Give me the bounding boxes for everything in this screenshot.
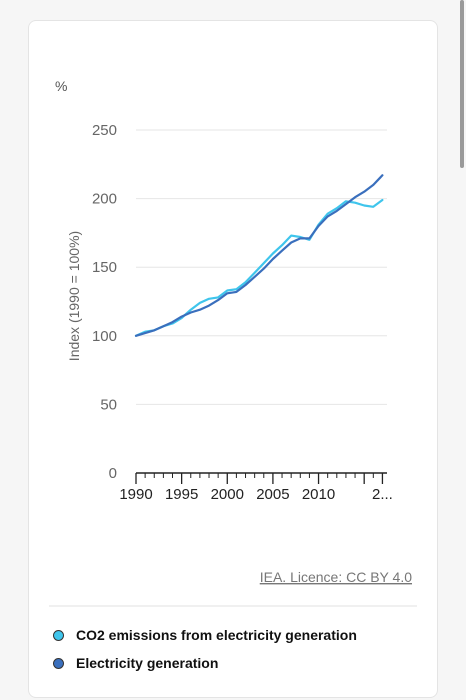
unit-label: % (55, 78, 67, 94)
series-lines (134, 174, 384, 337)
x-tick-label: 2005 (256, 486, 289, 503)
chart-card: 0 50 100 150 200 250 1990 1995 2000 2005 2010 2...… (28, 20, 438, 698)
x-tick-label: 2... (372, 486, 393, 503)
series-line-co2-emissions[interactable] (134, 198, 384, 337)
legend: CO2 emissions from electricity generatio… (29, 621, 437, 677)
legend-item-co2-emissions[interactable]: CO2 emissions from electricity generatio… (29, 621, 437, 649)
y-tick-label: 150 (92, 259, 117, 276)
legend-swatch (53, 657, 64, 669)
y-tick-label: 200 (92, 191, 117, 208)
series-line-electricity-generation[interactable] (134, 174, 384, 337)
x-tick-label: 1990 (119, 486, 152, 503)
legend-item-electricity-generation[interactable]: Electricity generation (29, 649, 437, 677)
source-link[interactable]: IEA. Licence: CC BY 4.0 (260, 569, 412, 585)
x-tick-label: 1995 (165, 486, 198, 503)
x-tick-label: 2010 (302, 486, 335, 503)
scrollbar[interactable] (460, 0, 464, 168)
y-axis-label: Index (1990 = 100%) (66, 231, 82, 361)
y-tick-label: 100 (92, 328, 117, 345)
legend-swatch (53, 629, 64, 641)
grid-lines (136, 129, 387, 405)
y-tick-label: 250 (92, 122, 117, 139)
y-tick-label: 0 (109, 465, 117, 482)
legend-label: Electricity generation (76, 655, 219, 671)
y-tick-label: 50 (100, 396, 117, 413)
legend-label: CO2 emissions from electricity generatio… (76, 627, 357, 643)
x-axis: 1990 1995 2000 2005 2010 2... (119, 472, 393, 503)
x-tick-label: 2000 (211, 486, 244, 503)
chart-svg: 0 50 100 150 200 250 1990 1995 2000 2005 2010 2...… (49, 78, 417, 607)
y-tick-labels: 0 50 100 150 200 250 (92, 122, 117, 482)
